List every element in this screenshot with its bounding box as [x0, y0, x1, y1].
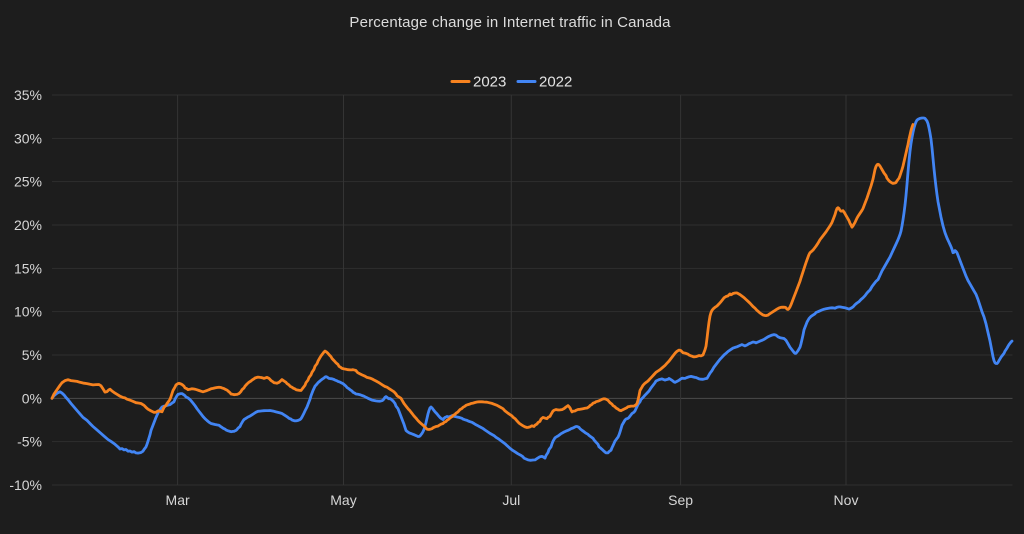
svg-text:2023: 2023 — [473, 74, 506, 91]
svg-text:Percentage change in Internet: Percentage change in Internet traffic in… — [349, 14, 671, 31]
svg-text:-10%: -10% — [9, 477, 42, 493]
svg-text:Nov: Nov — [834, 492, 859, 508]
svg-text:Mar: Mar — [166, 492, 190, 508]
svg-text:30%: 30% — [14, 130, 42, 146]
svg-text:35%: 35% — [14, 87, 42, 103]
svg-text:10%: 10% — [14, 304, 42, 320]
svg-text:Sep: Sep — [668, 492, 693, 508]
svg-text:Jul: Jul — [502, 492, 520, 508]
svg-text:May: May — [330, 492, 356, 508]
svg-text:15%: 15% — [14, 260, 42, 276]
svg-text:-5%: -5% — [17, 434, 42, 450]
svg-text:5%: 5% — [22, 347, 42, 363]
svg-text:0%: 0% — [22, 390, 42, 406]
svg-text:20%: 20% — [14, 217, 42, 233]
svg-text:2022: 2022 — [539, 74, 572, 91]
svg-text:25%: 25% — [14, 174, 42, 190]
